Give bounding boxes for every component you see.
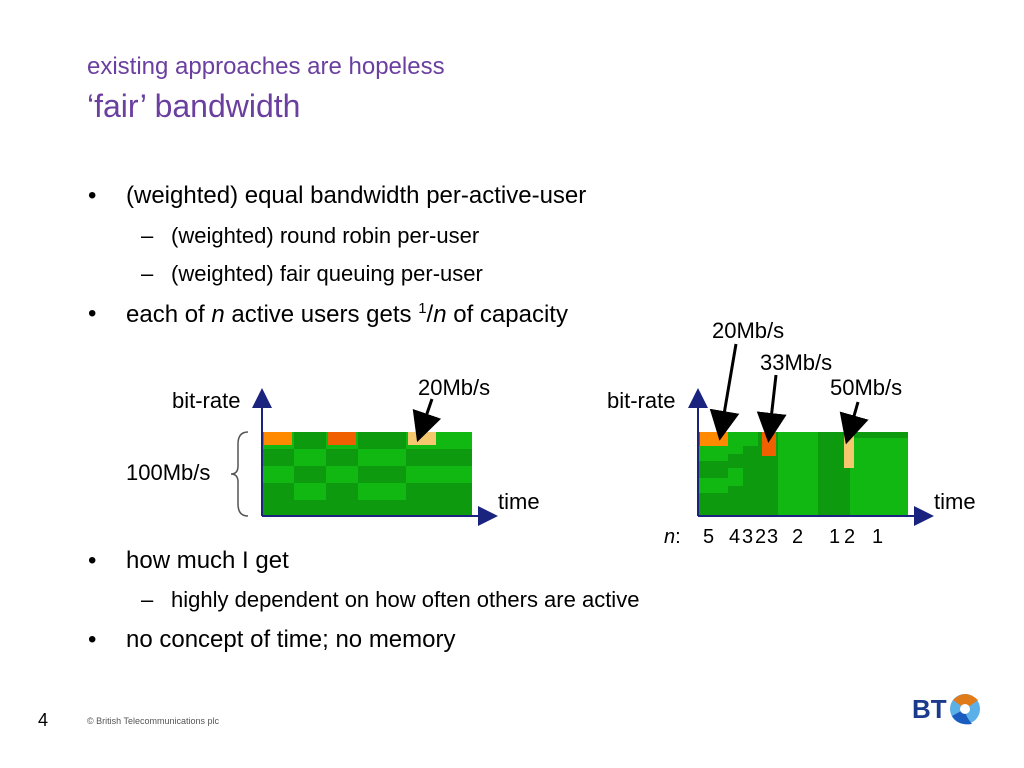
bt-logo-text: BT bbox=[912, 694, 947, 724]
n-colon: : bbox=[675, 526, 681, 548]
dash-symbol: – bbox=[141, 587, 154, 612]
n-value: 5 bbox=[703, 526, 715, 548]
left-callout-arrow bbox=[412, 398, 442, 443]
n-var: n bbox=[211, 301, 225, 328]
n-value: 1 bbox=[829, 526, 841, 548]
left-orange-1 bbox=[264, 432, 292, 445]
left-orange-2 bbox=[328, 432, 356, 445]
right-callout-arrow-2 bbox=[756, 374, 787, 443]
n-value: 2 bbox=[792, 526, 804, 548]
left-stripes bbox=[262, 432, 472, 516]
dash-symbol: – bbox=[141, 261, 154, 286]
left-ylabel: bit-rate bbox=[172, 388, 241, 413]
bullet-symbol: • bbox=[88, 547, 97, 574]
left-callout-label: 20Mb/s bbox=[418, 375, 491, 400]
text: each of bbox=[126, 301, 212, 328]
right-diagram bbox=[688, 343, 934, 526]
frac-num: 1 bbox=[418, 300, 427, 317]
right-callout-label-1: 20Mb/s bbox=[712, 318, 785, 343]
page-number: 4 bbox=[38, 710, 49, 730]
bullet-no-concept: no concept of time; no memory bbox=[126, 626, 456, 653]
bt-logo-icon bbox=[950, 694, 980, 725]
n-value: 2 bbox=[755, 526, 767, 548]
bullet-symbol: • bbox=[88, 626, 97, 653]
bullet-symbol: • bbox=[88, 182, 97, 209]
copyright: © British Telecommunications plc bbox=[87, 716, 220, 726]
dash-symbol: – bbox=[141, 223, 154, 248]
right-tan bbox=[844, 432, 854, 468]
subbullet-fair-queuing: (weighted) fair queuing per-user bbox=[171, 261, 483, 286]
left-diagram bbox=[230, 388, 498, 526]
left-brace bbox=[230, 431, 249, 517]
n-value: 4 bbox=[729, 526, 741, 548]
left-tan bbox=[408, 432, 436, 445]
slide-title-line2: ‘fair’ bandwidth bbox=[87, 88, 301, 124]
frac-slash: / bbox=[426, 301, 434, 328]
frac-den: n bbox=[433, 301, 447, 328]
right-callout-label-2: 33Mb/s bbox=[760, 350, 833, 375]
slide-title-line1: existing approaches are hopeless bbox=[87, 53, 445, 80]
n-row-label: n: bbox=[664, 526, 681, 549]
left-xlabel: time bbox=[498, 489, 540, 514]
bullet-symbol: • bbox=[88, 300, 97, 327]
n-var: n bbox=[664, 526, 676, 548]
n-value: 3 bbox=[742, 526, 754, 548]
right-xlabel: time bbox=[934, 489, 976, 514]
left-capacity-label: 100Mb/s bbox=[126, 460, 211, 485]
subbullet-round-robin: (weighted) round robin per-user bbox=[171, 223, 480, 248]
text: active users gets bbox=[224, 301, 419, 328]
right-orange-dark bbox=[762, 432, 776, 456]
right-callout-label-3: 50Mb/s bbox=[830, 375, 903, 400]
n-value: 2 bbox=[844, 526, 856, 548]
bullet-each-of-n: each of n active users gets 1/n of capac… bbox=[126, 300, 568, 329]
right-orange bbox=[700, 432, 728, 446]
right-callout-arrow-3 bbox=[839, 401, 869, 445]
bullet-equal-bandwidth: (weighted) equal bandwidth per-active-us… bbox=[126, 182, 587, 209]
bullet-how-much: how much I get bbox=[126, 547, 289, 574]
right-callout-arrow-1 bbox=[709, 343, 740, 441]
subbullet-highly-dependent: highly dependent on how often others are… bbox=[171, 587, 640, 612]
text: of capacity bbox=[446, 301, 568, 328]
right-ylabel: bit-rate bbox=[607, 388, 676, 413]
n-value: 1 bbox=[872, 526, 884, 548]
n-value: 3 bbox=[767, 526, 779, 548]
